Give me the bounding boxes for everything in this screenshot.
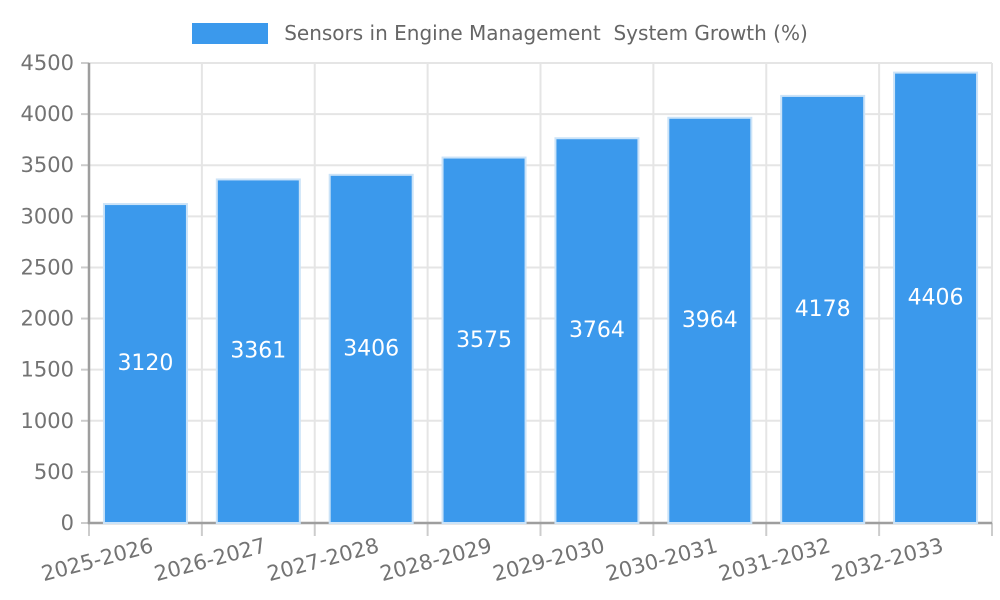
y-tick-label: 3500 [21, 153, 74, 177]
y-tick-label: 4000 [21, 102, 74, 126]
bar-value-label: 4178 [795, 297, 851, 322]
bar [441, 156, 527, 525]
bar [667, 116, 753, 525]
bar [893, 71, 979, 524]
bar [554, 137, 640, 524]
y-tick-label: 0 [61, 511, 74, 535]
y-tick-label: 3000 [21, 204, 74, 228]
x-tick-label: 2028-2029 [378, 533, 495, 586]
bar [102, 203, 188, 524]
bar-value-label: 4406 [908, 285, 964, 310]
y-tick-label: 4500 [21, 51, 74, 75]
bar-value-label: 3764 [569, 318, 625, 343]
x-tick-label: 2029-2030 [490, 533, 607, 586]
y-tick-label: 1000 [21, 409, 74, 433]
y-tick-label: 2500 [21, 255, 74, 279]
x-tick-label: 2031-2032 [716, 533, 833, 586]
bar-value-label: 3361 [230, 339, 286, 364]
chart-legend: Sensors in Engine Management System Grow… [0, 21, 1000, 45]
bar [328, 173, 414, 524]
bar-value-label: 3406 [343, 336, 399, 361]
y-tick-label: 500 [34, 460, 74, 484]
bar-value-label: 3120 [117, 351, 173, 376]
x-tick-label: 2030-2031 [603, 533, 720, 586]
x-tick-label: 2027-2028 [265, 533, 382, 586]
y-tick-label: 1500 [21, 358, 74, 382]
legend-label: Sensors in Engine Management System Grow… [284, 21, 808, 45]
legend-swatch [192, 22, 269, 44]
x-tick-label: 2026-2027 [152, 533, 269, 586]
bar-value-label: 3964 [682, 308, 738, 333]
bar [215, 178, 301, 524]
x-tick-label: 2032-2033 [829, 533, 946, 586]
bar [780, 94, 866, 524]
x-tick-label: 2025-2026 [39, 533, 156, 586]
bar-value-label: 3575 [456, 328, 512, 353]
y-tick-label: 2000 [21, 307, 74, 331]
